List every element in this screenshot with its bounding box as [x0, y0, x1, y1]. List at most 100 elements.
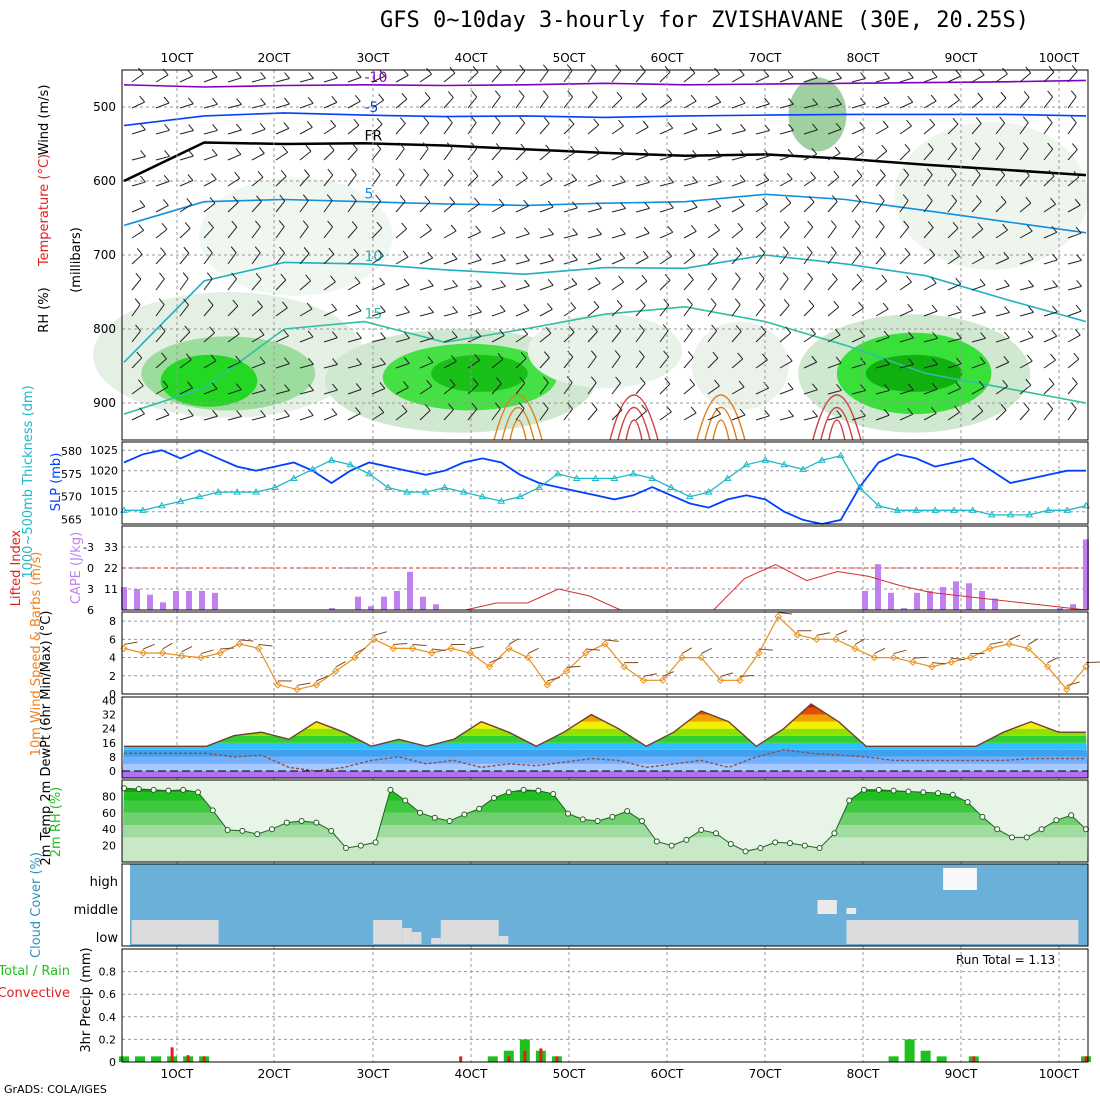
wind-barb	[1046, 116, 1053, 123]
wind-barb	[1026, 354, 1033, 362]
surface-wind-barb	[700, 647, 712, 655]
wind-barb	[908, 358, 914, 365]
thickness-point	[478, 492, 487, 500]
wind-barb	[923, 227, 934, 239]
mid-cloud	[846, 908, 857, 914]
wind-barb	[428, 331, 434, 339]
wind-barb	[251, 362, 266, 369]
wind-barb	[755, 359, 768, 369]
wind-barb	[395, 74, 409, 83]
wind-barb	[472, 378, 479, 385]
wind-barb	[135, 324, 141, 332]
wind-barb	[211, 149, 218, 156]
rh-point	[180, 786, 187, 793]
wind-barb	[497, 352, 504, 360]
wind-barb	[227, 226, 238, 239]
surface-wind-barb	[874, 647, 886, 655]
wind-barb	[782, 246, 789, 254]
wind-barb	[731, 74, 745, 83]
cloud-axis-title: Cloud Cover (%)	[29, 852, 44, 958]
wind-barb	[308, 72, 314, 79]
wind-barb	[904, 143, 911, 151]
wind-barb	[308, 384, 314, 391]
wind-barb	[788, 410, 794, 417]
wind-barb	[686, 324, 693, 332]
wind-barb	[371, 283, 385, 291]
rh-point	[446, 818, 453, 824]
wind-barb	[827, 334, 841, 343]
x-tick-label-bottom: 9OCT	[945, 1067, 978, 1081]
wind-barb	[1047, 90, 1053, 98]
x-tick-label-bottom: 8OCT	[847, 1067, 880, 1081]
wind-barb	[236, 410, 242, 417]
wind-barb	[231, 272, 237, 280]
wind-barb	[179, 155, 194, 161]
wind-barb	[227, 278, 237, 291]
wind-barb	[760, 325, 767, 333]
cape-bar	[199, 590, 205, 610]
wind-barb	[712, 351, 719, 359]
wind-barb	[923, 363, 938, 369]
wind-barb	[227, 202, 239, 213]
rh-point	[269, 826, 275, 833]
wind-barb	[590, 350, 597, 358]
warm-contour	[812, 394, 862, 441]
wind-barb	[563, 179, 577, 187]
thickness-point	[742, 460, 751, 468]
wind-barb	[618, 275, 625, 283]
wind-barb	[401, 405, 408, 412]
wind-speed-point	[1043, 662, 1052, 671]
wind-barb	[522, 171, 528, 179]
wind-barb	[302, 220, 309, 227]
wind-barb	[783, 299, 790, 306]
wind-barb	[539, 284, 554, 291]
warm-contour	[820, 406, 854, 441]
wind-barb	[611, 181, 626, 187]
cape-bar	[901, 608, 907, 610]
wind-barb	[1067, 358, 1080, 369]
wind-barb	[812, 410, 818, 417]
precip-tick-label: 0.8	[99, 966, 117, 979]
wind-barb	[542, 90, 549, 98]
warm-contour	[696, 394, 746, 441]
wind-barb	[715, 407, 722, 415]
wind-barb	[491, 408, 501, 421]
wind-speed-point	[601, 640, 609, 648]
wind-barb	[975, 195, 982, 202]
wind-barb	[472, 169, 479, 177]
wind-barb	[323, 414, 338, 421]
thickness-point	[836, 451, 845, 459]
wind-barb	[596, 202, 602, 209]
wind-barb	[423, 168, 429, 176]
wind-barb	[203, 278, 213, 291]
wind-barb	[875, 175, 886, 187]
temp-tick-label: 16	[102, 737, 116, 750]
surface-wind-barb	[527, 647, 539, 655]
wind-barb	[395, 362, 410, 369]
rh-band	[122, 837, 1088, 862]
wind-barb	[692, 150, 698, 157]
wind-barb	[467, 335, 482, 343]
thickness-point	[685, 492, 694, 500]
wind-speed-point	[139, 649, 147, 657]
cape-bar	[329, 608, 335, 610]
wind-barb	[138, 224, 145, 231]
x-tick-label-bottom: 2OCT	[258, 1067, 291, 1081]
wind-barb	[1067, 259, 1082, 265]
wind-barb	[179, 203, 192, 213]
wind-barb	[570, 145, 576, 153]
wind-barb	[659, 330, 669, 343]
wind-barb	[378, 249, 384, 257]
wind-barb	[203, 103, 218, 109]
wind-speed-point	[312, 681, 321, 689]
wind-barb	[251, 128, 266, 135]
wind-barb	[923, 174, 933, 187]
pressure-axis-title: (millibars)	[69, 227, 84, 293]
li-tick-label: -3	[83, 541, 94, 554]
wind-barb	[395, 228, 407, 239]
wind-barb	[491, 149, 502, 161]
wind-barb	[323, 101, 338, 109]
wind-barb	[515, 358, 527, 369]
wind-barb	[450, 355, 457, 362]
slp-axis-title: SLP (mb)	[49, 453, 64, 512]
